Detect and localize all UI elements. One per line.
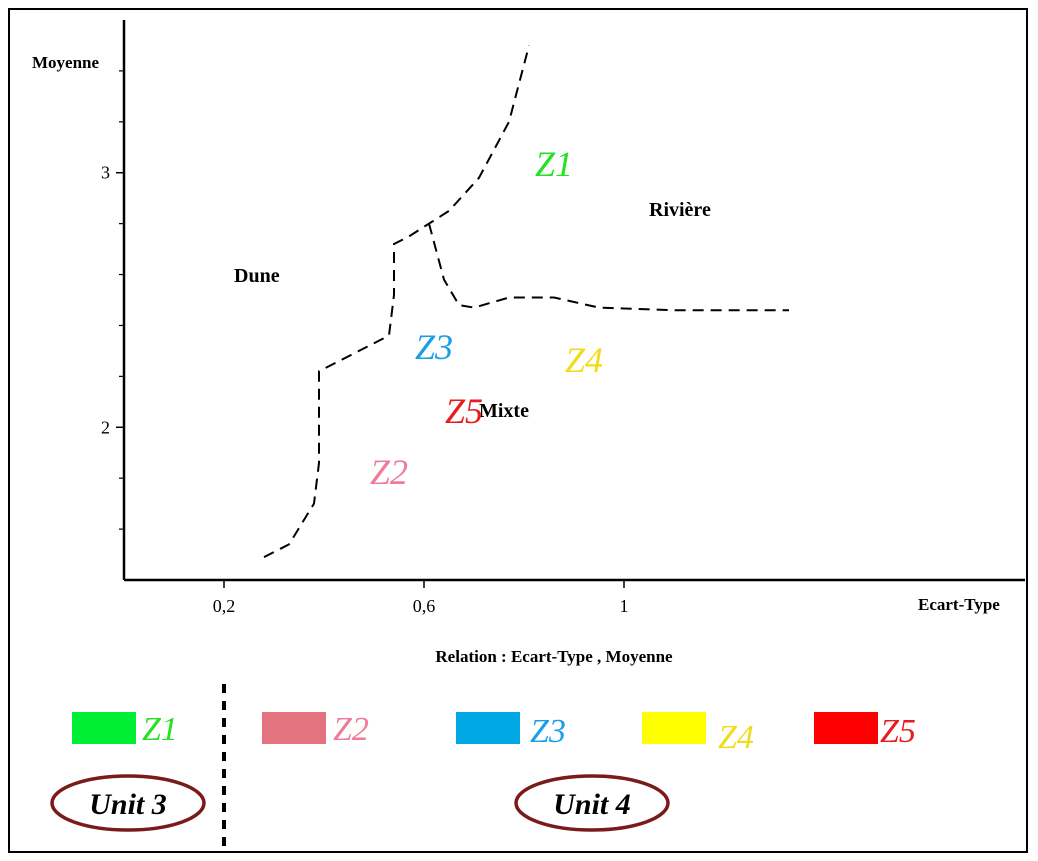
legend-swatch-z5 [814, 712, 878, 744]
x-axis-label: Ecart-Type [918, 595, 1000, 614]
zone-point-z5: Z5 [445, 391, 483, 431]
axis-ticks: 0,2 0,6 1 2 3 [101, 70, 629, 616]
zone-point-z4: Z4 [565, 340, 603, 380]
legend-swatch-z2 [262, 712, 326, 744]
zone-point-z3: Z3 [415, 327, 453, 367]
legend-swatch-z4 [642, 712, 706, 744]
legend-swatch-z3 [456, 712, 520, 744]
legend-swatch-z1 [72, 712, 136, 744]
unit-labels: Unit 3 Unit 4 [50, 774, 670, 832]
x-tick-label-2: 1 [620, 596, 629, 616]
river-mixte-boundary [428, 223, 789, 312]
unit-ellipse-3 [50, 774, 206, 832]
legend-label-z5: Z5 [880, 713, 916, 750]
x-tick-label-1: 0,6 [413, 596, 436, 616]
figure-frame [8, 8, 1028, 853]
y-tick-label-1: 3 [101, 163, 110, 183]
zone-point-z1: Z1 [535, 144, 573, 184]
y-axis-label: Moyenne [32, 53, 100, 72]
unit-ellipse-4 [514, 774, 670, 832]
legend: Z1 Z2 Z3 Z4 Z5 [72, 711, 916, 756]
region-label-rivière: Rivière [649, 199, 711, 221]
region-label-mixte: Mixte [479, 400, 529, 422]
dune-boundary [263, 45, 530, 558]
legend-label-z1: Z1 [142, 711, 178, 748]
region-label-dune: Dune [234, 265, 280, 287]
y-tick-label-0: 2 [101, 417, 110, 437]
zone-point-z2: Z2 [370, 452, 408, 492]
region-labels: Dune Rivière Mixte [234, 199, 711, 422]
legend-label-z2: Z2 [333, 711, 369, 748]
legend-label-z3: Z3 [530, 713, 566, 750]
legend-label-z4: Z4 [718, 719, 754, 756]
boundary-lines [263, 45, 789, 558]
unit-label-3: Unit 3 [89, 788, 167, 821]
unit-label-4: Unit 4 [553, 788, 631, 821]
x-tick-label-0: 0,2 [213, 596, 236, 616]
zone-labels: Z1 Z2 Z3 Z4 Z5 [370, 144, 603, 492]
chart-title: Relation : Ecart-Type , Moyenne [435, 647, 673, 666]
